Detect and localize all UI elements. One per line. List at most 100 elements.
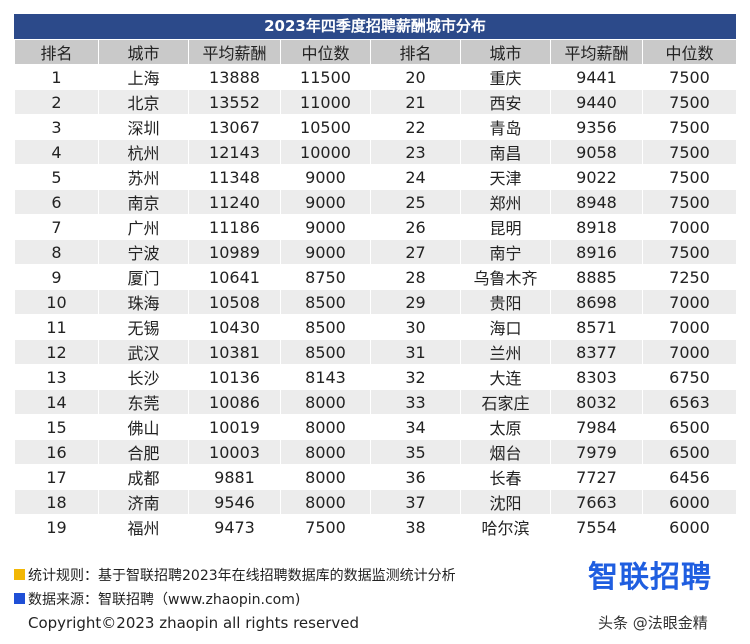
table-title: 2023年四季度招聘薪酬城市分布 xyxy=(14,14,736,39)
table-cell: 6563 xyxy=(642,389,737,415)
table-cell: 长春 xyxy=(460,464,551,490)
table-cell: 15 xyxy=(14,414,99,440)
table-cell: 20 xyxy=(370,64,461,90)
table-cell: 7554 xyxy=(550,514,643,540)
table-cell: 合肥 xyxy=(98,439,189,465)
table-cell: 9473 xyxy=(188,514,281,540)
table-cell: 13067 xyxy=(188,114,281,140)
table-cell: 6000 xyxy=(642,514,737,540)
source-marker xyxy=(14,593,25,604)
table-cell: 27 xyxy=(370,239,461,265)
table-cell: 7000 xyxy=(642,314,737,340)
table-cell: 青岛 xyxy=(460,114,551,140)
table-cell: 10641 xyxy=(188,264,281,290)
table-cell: 6456 xyxy=(642,464,737,490)
table-cell: 厦门 xyxy=(98,264,189,290)
table-cell: 8032 xyxy=(550,389,643,415)
table-cell: 8500 xyxy=(280,339,371,365)
table-cell: 8500 xyxy=(280,314,371,340)
table-cell: 9000 xyxy=(280,214,371,240)
table-cell: 8885 xyxy=(550,264,643,290)
table-cell: 11500 xyxy=(280,64,371,90)
table-cell: 5 xyxy=(14,164,99,190)
table-cell: 24 xyxy=(370,164,461,190)
table-cell: 9 xyxy=(14,264,99,290)
table-cell: 上海 xyxy=(98,64,189,90)
copyright: Copyright©2023 zhaopin all rights reserv… xyxy=(28,614,359,632)
table-cell: 北京 xyxy=(98,89,189,115)
table-cell: 10000 xyxy=(280,139,371,165)
table-cell: 9881 xyxy=(188,464,281,490)
table-cell: 11240 xyxy=(188,189,281,215)
table-cell: 7727 xyxy=(550,464,643,490)
table-cell: 乌鲁木齐 xyxy=(460,264,551,290)
table-cell: 深圳 xyxy=(98,114,189,140)
table-row: 17 成都 9881 8000 36 长春 7727 6456 xyxy=(14,464,737,490)
table-cell: 28 xyxy=(370,264,461,290)
table-cell: 13888 xyxy=(188,64,281,90)
table-cell: 6500 xyxy=(642,439,737,465)
table-cell: 太原 xyxy=(460,414,551,440)
table-cell: 16 xyxy=(14,439,99,465)
table-cell: 10500 xyxy=(280,114,371,140)
table-cell: 19 xyxy=(14,514,99,540)
table-cell: 9000 xyxy=(280,189,371,215)
table-cell: 34 xyxy=(370,414,461,440)
header-cell: 排名 xyxy=(14,39,99,65)
table-cell: 7500 xyxy=(642,89,737,115)
rule-marker xyxy=(14,569,25,580)
table-cell: 6750 xyxy=(642,364,737,390)
table-cell: 7984 xyxy=(550,414,643,440)
table-cell: 6000 xyxy=(642,489,737,515)
table-cell: 11 xyxy=(14,314,99,340)
table-cell: 10989 xyxy=(188,239,281,265)
table-cell: 8918 xyxy=(550,214,643,240)
table-cell: 38 xyxy=(370,514,461,540)
table-cell: 8377 xyxy=(550,339,643,365)
table-cell: 8698 xyxy=(550,289,643,315)
table-cell: 7500 xyxy=(642,114,737,140)
table-row: 4 杭州 12143 10000 23 南昌 9058 7500 xyxy=(14,139,737,165)
table-cell: 9000 xyxy=(280,239,371,265)
table-cell: 8000 xyxy=(280,389,371,415)
table-cell: 9000 xyxy=(280,164,371,190)
table-row: 13 长沙 10136 8143 32 大连 8303 6750 xyxy=(14,364,737,390)
table-cell: 7500 xyxy=(642,189,737,215)
table-cell: 2 xyxy=(14,89,99,115)
table-row: 12 武汉 10381 8500 31 兰州 8377 7000 xyxy=(14,339,737,365)
watermark: 头条 @法眼金精 xyxy=(598,614,708,632)
table-cell: 东莞 xyxy=(98,389,189,415)
table-cell: 8 xyxy=(14,239,99,265)
table-cell: 26 xyxy=(370,214,461,240)
table-row: 6 南京 11240 9000 25 郑州 8948 7500 xyxy=(14,189,737,215)
table-cell: 8000 xyxy=(280,464,371,490)
header-row: 排名 城市 平均薪酬 中位数 排名 城市 平均薪酬 中位数 xyxy=(14,39,737,65)
table-cell: 6500 xyxy=(642,414,737,440)
table-row: 7 广州 11186 9000 26 昆明 8918 7000 xyxy=(14,214,737,240)
table-cell: 8916 xyxy=(550,239,643,265)
table-cell: 8143 xyxy=(280,364,371,390)
table-cell: 10019 xyxy=(188,414,281,440)
table-cell: 4 xyxy=(14,139,99,165)
table-cell: 21 xyxy=(370,89,461,115)
table-cell: 7000 xyxy=(642,339,737,365)
table-cell: 大连 xyxy=(460,364,551,390)
table-cell: 武汉 xyxy=(98,339,189,365)
salary-table: 排名 城市 平均薪酬 中位数 排名 城市 平均薪酬 中位数 1 上海 13888 11500 20 重庆… xyxy=(14,39,737,540)
table-cell: 无锡 xyxy=(98,314,189,340)
table-cell: 海口 xyxy=(460,314,551,340)
table-cell: 9440 xyxy=(550,89,643,115)
table-cell: 8571 xyxy=(550,314,643,340)
table-cell: 7500 xyxy=(642,64,737,90)
table-row: 16 合肥 10003 8000 35 烟台 7979 6500 xyxy=(14,439,737,465)
table-cell: 17 xyxy=(14,464,99,490)
table-cell: 南昌 xyxy=(460,139,551,165)
table-row: 19 福州 9473 7500 38 哈尔滨 7554 6000 xyxy=(14,514,737,540)
table-cell: 7500 xyxy=(642,139,737,165)
table-cell: 济南 xyxy=(98,489,189,515)
table-cell: 昆明 xyxy=(460,214,551,240)
table-cell: 22 xyxy=(370,114,461,140)
table-cell: 哈尔滨 xyxy=(460,514,551,540)
table-panel: 2023年四季度招聘薪酬城市分布 排名 城市 平均薪酬 中位数 排名 城市 平均薪酬 中位数 … xyxy=(14,14,737,540)
